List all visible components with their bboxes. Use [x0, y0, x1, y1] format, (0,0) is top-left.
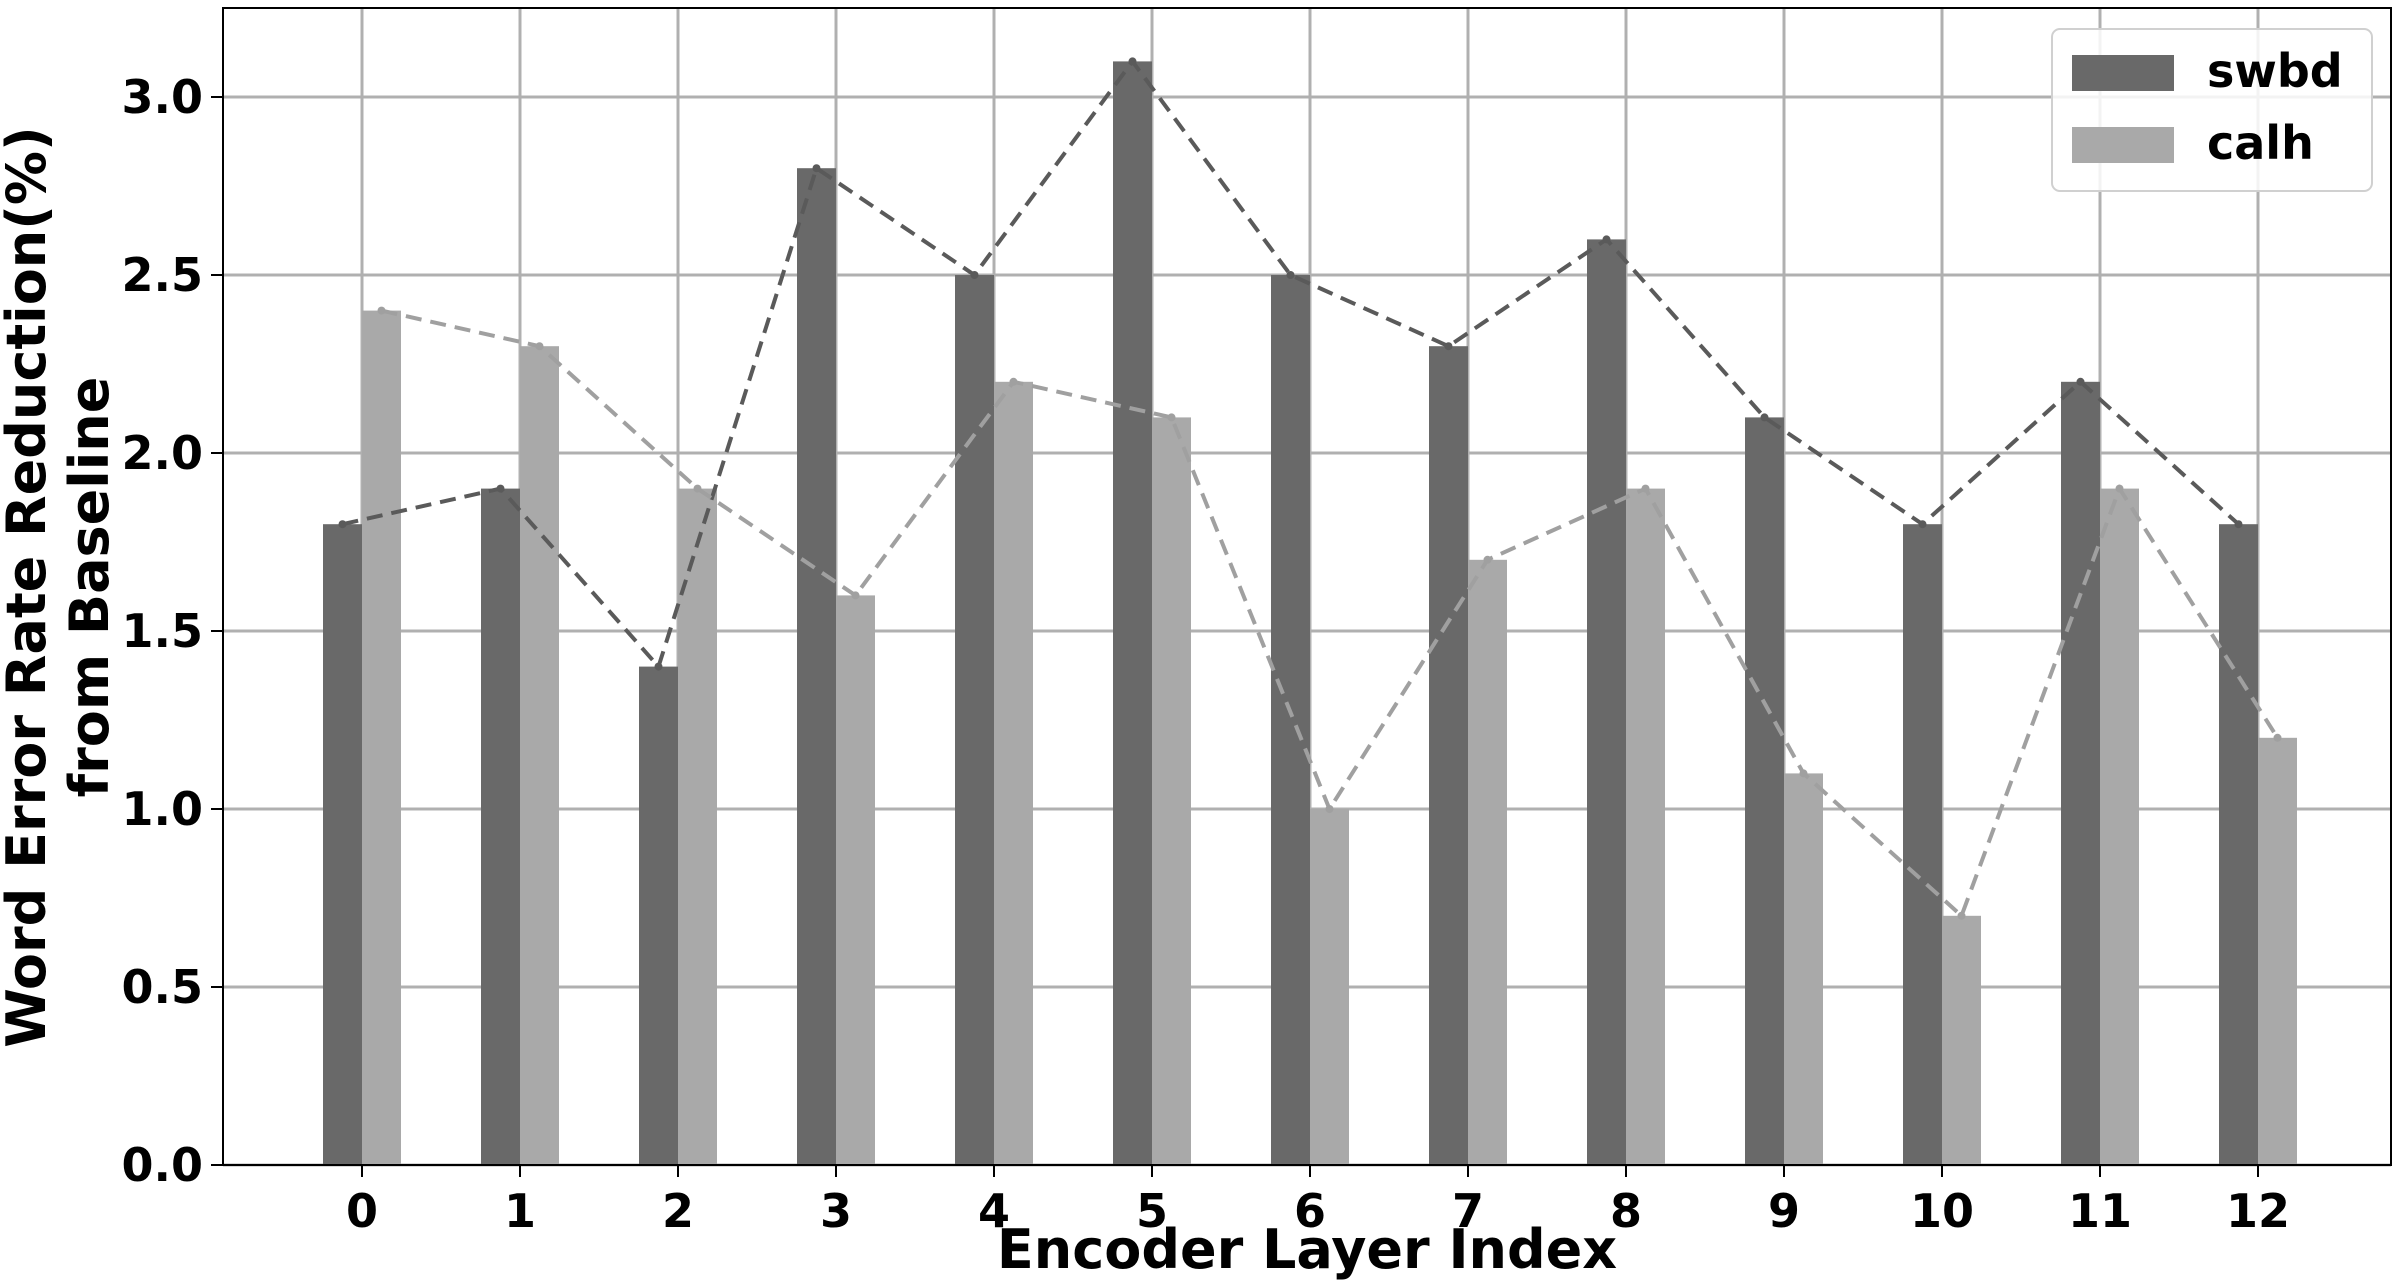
x-tick-label-4: 4 [978, 1184, 1010, 1238]
point-calh-6 [1325, 805, 1334, 813]
bar-calh-6 [1310, 809, 1349, 1165]
point-swbd-0 [338, 520, 347, 529]
x-tick-label-9: 9 [1768, 1184, 1800, 1238]
point-swbd-1 [496, 484, 505, 493]
plot-frame [222, 7, 2392, 1166]
x-tick-label-7: 7 [1452, 1184, 1484, 1238]
bar-calh-3 [836, 595, 875, 1165]
point-swbd-12 [2234, 520, 2243, 529]
x-tick-label-2: 2 [662, 1184, 694, 1238]
legend-label-calh: calh [2207, 116, 2314, 170]
bar-swbd-4 [955, 275, 994, 1165]
ticks: 0.00.51.01.52.02.53.00 1 2 3 4 5 6 7 8 9 10 11 12 [122, 70, 2291, 1238]
bar-calh-9 [1784, 773, 1823, 1165]
y-tick-label-0: 0.0 [122, 1138, 204, 1192]
legend-swatch-calh [2072, 127, 2174, 163]
point-swbd-5 [1128, 57, 1137, 66]
point-calh-3 [851, 591, 860, 600]
legend-label-swbd: swbd [2207, 44, 2343, 98]
bar-swbd-8 [1587, 239, 1626, 1165]
bar-swbd-10 [1903, 524, 1942, 1165]
point-calh-1 [535, 342, 544, 351]
bar-swbd-5 [1113, 61, 1152, 1165]
y-tick-label-3: 1.5 [122, 604, 204, 658]
bar-calh-2 [678, 488, 717, 1166]
x-tick-label-1: 1 [504, 1184, 536, 1238]
x-axis-label: Encoder Layer Index [997, 1218, 1617, 1281]
point-calh-5 [1167, 413, 1176, 422]
bar-calh-0 [362, 310, 401, 1166]
point-swbd-10 [1918, 520, 1927, 529]
point-calh-11 [2115, 484, 2124, 493]
point-swbd-6 [1286, 271, 1295, 279]
bar-calh-4 [994, 381, 1033, 1165]
bar-swbd-6 [1271, 275, 1310, 1165]
bar-calh-12 [2258, 737, 2297, 1165]
point-calh-12 [2273, 733, 2282, 742]
point-calh-8 [1641, 484, 1650, 493]
bar-calh-8 [1626, 488, 1665, 1166]
bar-calh-5 [1152, 417, 1191, 1165]
y-axis-label-line-2: from Baseline [58, 377, 121, 798]
bar-calh-7 [1468, 559, 1507, 1165]
x-tick-label-0: 0 [346, 1184, 378, 1238]
bar-swbd-2 [639, 666, 678, 1165]
y-tick-label-2: 1.0 [122, 782, 204, 836]
bars [323, 61, 2297, 1166]
point-calh-9 [1799, 769, 1808, 778]
bar-swbd-7 [1429, 346, 1468, 1165]
bar-calh-10 [1942, 915, 1981, 1165]
x-tick-label-11: 11 [2068, 1184, 2132, 1238]
x-tick-label-6: 6 [1294, 1184, 1326, 1238]
y-tick-label-5: 2.5 [122, 248, 204, 302]
point-swbd-11 [2076, 377, 2085, 386]
bar-swbd-0 [323, 524, 362, 1165]
series-lines [338, 57, 2282, 920]
point-swbd-7 [1444, 342, 1453, 351]
point-swbd-9 [1760, 413, 1769, 422]
point-swbd-8 [1602, 235, 1611, 244]
x-tick-label-12: 12 [2226, 1184, 2290, 1238]
y-tick-label-1: 0.5 [122, 960, 204, 1014]
x-tick-label-3: 3 [820, 1184, 852, 1238]
bar-swbd-9 [1745, 417, 1784, 1165]
x-tick-label-10: 10 [1910, 1184, 1974, 1238]
point-swbd-4 [970, 271, 979, 279]
point-calh-10 [1957, 911, 1966, 920]
bar-swbd-11 [2061, 381, 2100, 1165]
y-tick-label-6: 3.0 [122, 70, 204, 124]
x-tick-label-8: 8 [1610, 1184, 1642, 1238]
y-axis-label: Word Error Rate Reduction(%) from Baselin… [0, 126, 121, 1047]
y-axis-label-line-1: Word Error Rate Reduction(%) [0, 126, 58, 1047]
point-calh-4 [1009, 377, 1018, 386]
point-swbd-3 [812, 164, 821, 173]
bar-swbd-3 [797, 168, 836, 1165]
bar-swbd-12 [2219, 524, 2258, 1165]
legend: swbd calh [2051, 28, 2373, 192]
point-calh-2 [693, 484, 702, 493]
legend-swatch-swbd [2072, 55, 2174, 91]
y-tick-label-4: 2.0 [122, 426, 204, 480]
bar-calh-11 [2100, 488, 2139, 1166]
point-swbd-2 [654, 662, 663, 671]
bar-swbd-1 [481, 488, 520, 1166]
point-calh-0 [377, 306, 386, 315]
bar-calh-1 [520, 346, 559, 1165]
x-tick-label-5: 5 [1136, 1184, 1168, 1238]
point-calh-7 [1483, 555, 1492, 564]
